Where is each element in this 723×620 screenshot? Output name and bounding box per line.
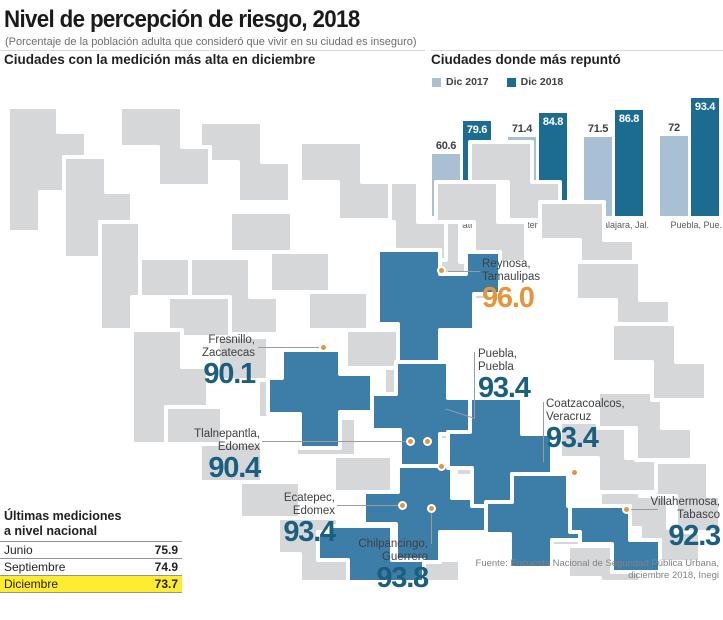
bar-dic2017 (660, 136, 688, 216)
callout-puebla: Puebla, Puebla 93.4 (478, 348, 531, 404)
map-marker-ecatepec (398, 501, 407, 510)
callout-value: 93.4 (283, 516, 336, 548)
callout-reynosa: Reynosa, Tamaulipas 96.0 (482, 258, 540, 313)
map-svg (6, 105, 722, 582)
callout-value: 90.1 (203, 358, 256, 390)
callout-state: Veracruz (546, 411, 592, 423)
table-cell-month: Diciembre (4, 577, 59, 591)
callout-city: Puebla, (478, 348, 518, 360)
map-marker-tlalnepantla-2 (423, 437, 432, 446)
bar-value-dic2017: 71.4 (511, 123, 533, 135)
section-title-map: Ciudades con la medición más alta en dic… (4, 52, 316, 67)
callout-city: Reynosa, (482, 258, 531, 270)
callout-city: Chilpancingo, (358, 538, 428, 550)
divider-left (0, 50, 425, 51)
mexico-map (0, 62, 723, 582)
callout-state: Edomex (217, 441, 260, 453)
leader-line-ecatepec (337, 505, 399, 506)
callout-state: Tabasco (677, 509, 720, 521)
source-note: Fuente: Encuesta Nacional de Seguridad P… (475, 558, 719, 581)
table-cell-month: Junio (4, 543, 33, 557)
bar-group-puebla: 72 93.4 Puebla, Pue. (660, 96, 722, 230)
national-measurements-table: Últimas mediciones a nivel nacional Juni… (0, 505, 182, 593)
callout-value: 90.4 (208, 452, 261, 484)
table-cell-value: 73.7 (154, 577, 178, 591)
map-marker-chilpancingo (427, 504, 436, 513)
callout-tlalnepantla: Tlalnepantla, Edomex 90.4 (140, 428, 261, 484)
callout-value: 93.8 (376, 562, 429, 594)
callout-state: Puebla (478, 361, 514, 373)
legend-swatch-icon (506, 77, 516, 87)
bar-group-guadalajara: 71.5 86.8 Guadalajara, Jal. (581, 96, 649, 230)
table-cell-value: 75.9 (154, 543, 178, 557)
map-marker-villahermosa (622, 505, 631, 514)
legend-label: Dic 2017 (446, 76, 489, 88)
leader-line-villahermosa (630, 509, 658, 510)
map-base-states (6, 105, 722, 582)
callout-value: 96.0 (482, 282, 535, 314)
national-title-line1: Últimas mediciones (4, 509, 122, 523)
map-marker-tlalnepantla (406, 437, 415, 446)
bar-value-dic2017: 72 (668, 122, 680, 134)
callout-city: Fresnillo, (208, 334, 255, 346)
callout-value: 93.4 (546, 422, 599, 454)
callout-city: Villahermosa, (650, 496, 720, 508)
leader-line-coatzacoalcos (543, 402, 544, 462)
leader-line-reynosa (448, 271, 480, 272)
legend-label: Dic 2018 (520, 76, 564, 88)
callout-city: Tlalnepantla, (194, 428, 260, 440)
callout-city: Coatzacoalcos, (546, 398, 625, 410)
callout-chilpancingo: Chilpancingo, Guerrero 93.8 (300, 538, 429, 594)
leader-line-chilpancingo (431, 512, 432, 544)
page-title: Nivel de percepción de riesgo, 2018 (4, 6, 360, 33)
callout-state: Tamaulipas (482, 271, 541, 283)
callout-value: 92.3 (668, 520, 721, 552)
bar-value-dic2018: 79.6 (466, 124, 488, 136)
bar-value-dic2017: 60.6 (435, 140, 457, 152)
bar-value-dic2017: 71.5 (587, 123, 609, 135)
callout-state: Zacatecas (201, 347, 255, 359)
bar-dic2018 (691, 98, 719, 216)
callout-fresnillo: Fresnillo, Zacatecas 90.1 (155, 334, 256, 390)
callout-city: Ecatepec, (283, 492, 335, 504)
callout-state: Guerrero (381, 551, 428, 563)
section-title-chart: Ciudades donde más repuntó (431, 52, 621, 67)
page-subtitle: (Porcentaje de la población adulta que c… (5, 36, 417, 48)
national-table-title: Últimas mediciones a nivel nacional (0, 505, 182, 541)
table-row: Septiembre 74.9 (0, 558, 182, 575)
leader-line-fresnillo (258, 347, 320, 348)
legend-item-dic-2018: Dic 2018 (506, 76, 564, 88)
map-marker-puebla (437, 462, 446, 471)
bar-value-dic2018: 84.8 (542, 116, 564, 128)
national-title-line2: a nivel nacional (4, 523, 98, 538)
map-marker-fresnillo (319, 343, 328, 352)
bar-value-dic2018: 93.4 (694, 101, 716, 113)
chart-legend: Dic 2017 Dic 2018 (432, 76, 563, 88)
callout-state: Edomex (292, 505, 335, 517)
bar-category-label: Guadalajara, Jal. (580, 220, 650, 230)
bar-dic2018 (615, 110, 643, 216)
legend-item-dic-2017: Dic 2017 (432, 76, 489, 88)
legend-swatch-icon (432, 77, 441, 87)
map-marker-reynosa (437, 266, 446, 275)
callout-coatzacoalcos: Coatzacoalcos, Veracruz 93.4 (546, 398, 625, 453)
callout-value: 93.4 (478, 372, 531, 404)
map-marker-coatzacoalcos (570, 468, 579, 477)
map-highlighted-states (266, 248, 662, 582)
callout-villahermosa: Villahermosa, Tabasco 92.3 (608, 496, 722, 552)
leader-line-puebla (474, 352, 475, 418)
bar-category-label: Guanajuato, Gto. (428, 220, 498, 230)
table-cell-month: Septiembre (4, 560, 66, 574)
table-row-highlighted: Diciembre 73.7 (0, 575, 182, 593)
callout-ecatepec: Ecatepec, Edomex 93.4 (215, 492, 336, 548)
table-cell-value: 74.9 (154, 560, 178, 574)
leader-line-tlalnepantla (262, 441, 410, 442)
divider-right (431, 50, 723, 51)
table-row: Junio 75.9 (0, 541, 182, 558)
bar-value-dic2018: 86.8 (618, 113, 640, 125)
bar-category-label: Puebla, Pue. (670, 220, 722, 230)
